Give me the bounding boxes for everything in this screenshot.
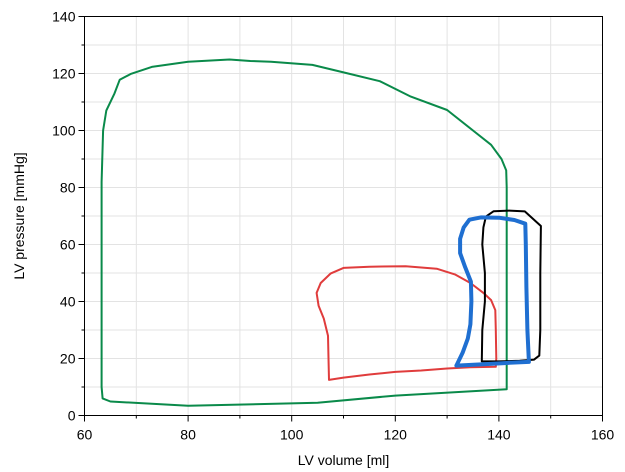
y-tick-label: 40 [60,294,76,310]
grid [84,16,603,416]
x-tick-label: 100 [280,427,304,443]
pv-loop-1 [100,58,508,407]
y-tick-label: 120 [52,66,76,82]
y-tick-label: 80 [60,180,76,196]
x-tick-label: 120 [384,427,408,443]
y-tick-label: 20 [60,351,76,367]
pv-loop-4 [454,215,531,368]
x-tick-label: 60 [77,427,93,443]
y-tick-label: 100 [52,123,76,139]
ticks [78,16,603,422]
y-tick-label: 0 [68,408,76,424]
x-tick-label: 80 [180,427,196,443]
pv-loop-3 [480,209,542,363]
y-tick-label: 60 [60,237,76,253]
x-tick-label: 140 [487,427,511,443]
x-tick-labels: 60 80 100 120 140 160 [77,427,615,443]
x-tick-label: 160 [591,427,615,443]
y-tick-label: 140 [52,9,76,25]
y-tick-labels: 0 20 40 60 80 100 120 140 [52,9,76,424]
x-axis-label: LV volume [ml] [298,452,390,468]
y-axis-label: LV pressure [mmHg] [11,152,27,279]
series-layer [100,58,542,407]
